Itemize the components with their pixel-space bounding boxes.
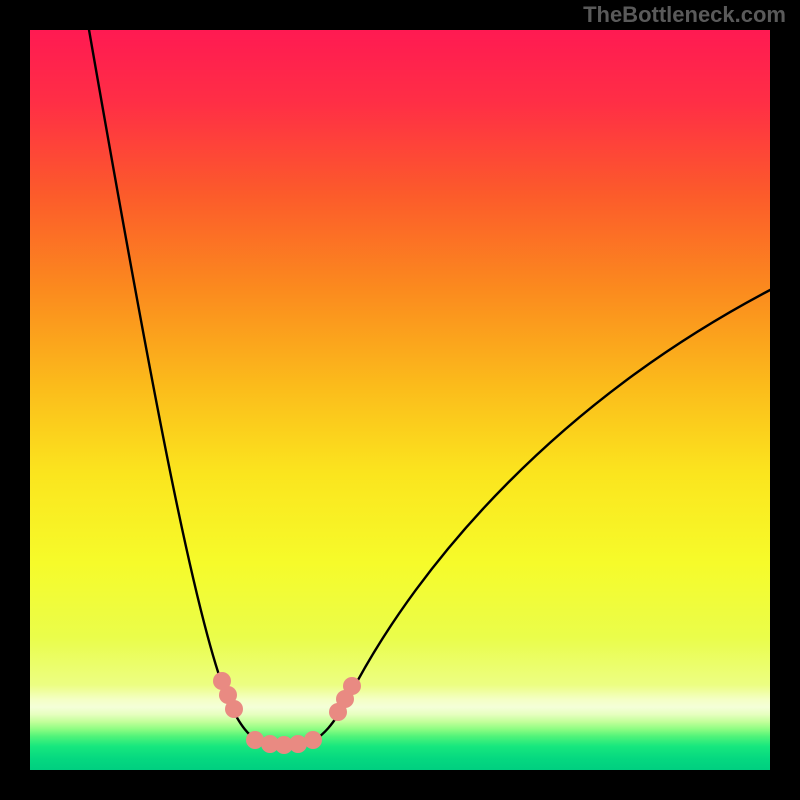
chart-root: TheBottleneck.com [0,0,800,800]
watermark-text: TheBottleneck.com [583,2,786,28]
data-dots [0,0,800,800]
data-dot [225,700,243,718]
data-dot [343,677,361,695]
data-dot [304,731,322,749]
